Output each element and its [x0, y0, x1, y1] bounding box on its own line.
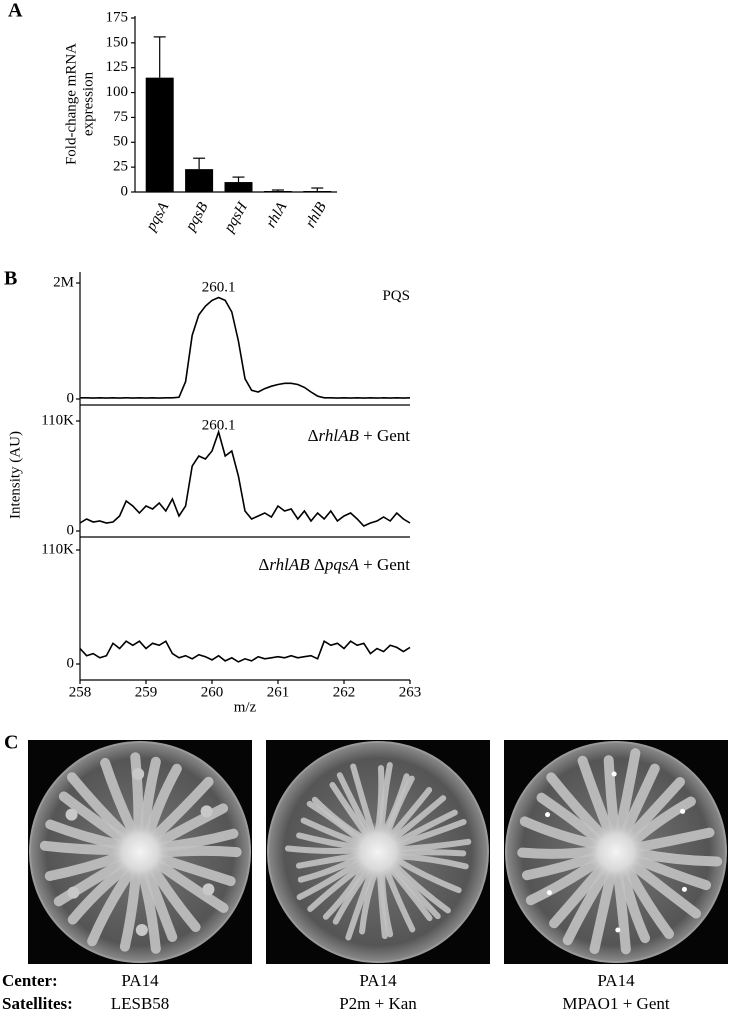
- y-tick-label: 100: [106, 84, 129, 100]
- center-strain: PA14: [359, 971, 397, 990]
- x-tick-label: rhlB: [303, 200, 330, 231]
- series-label: ΔrhlAB ΔpqsA + Gent: [258, 555, 410, 574]
- panel-label: B: [4, 268, 17, 290]
- satellite: [545, 812, 551, 818]
- y-tick-label: 0: [67, 390, 75, 406]
- row-label: Center:: [2, 971, 58, 990]
- series-label-part: rhlAB: [319, 426, 360, 445]
- panel-label: C: [4, 732, 18, 754]
- satellite: [67, 886, 80, 899]
- center-strain: PA14: [597, 971, 635, 990]
- satellite-strain: P2m + Kan: [339, 994, 417, 1013]
- x-tick-label: pqsA: [143, 199, 173, 235]
- y-tick-label: 110K: [41, 412, 74, 428]
- x-tick-label: rhlA: [263, 199, 290, 231]
- satellite-strain: LESB58: [111, 994, 170, 1013]
- y-tick-label: 0: [67, 522, 75, 538]
- line-series: [79, 429, 411, 527]
- satellite-strain: MPAO1 + Gent: [562, 994, 669, 1013]
- satellite: [65, 808, 78, 821]
- y-tick-label: 25: [113, 159, 128, 175]
- bar: [303, 191, 332, 192]
- x-tick-label: 262: [333, 684, 356, 700]
- bar: [145, 77, 174, 192]
- swarm-tendril: [154, 845, 242, 858]
- series-label-part: Δ: [258, 555, 269, 574]
- peak-label: 260.1: [202, 417, 236, 433]
- y-tick-label: 110K: [41, 541, 74, 557]
- y-tick-label: 175: [106, 9, 129, 25]
- bar: [185, 169, 214, 192]
- satellite: [546, 890, 552, 896]
- series-label-part: + Gent: [359, 426, 410, 445]
- swarm-tendril: [517, 845, 602, 859]
- satellite: [200, 805, 213, 818]
- series-label: ΔrhlAB + Gent: [308, 426, 411, 445]
- series-label-part: PQS: [382, 288, 410, 304]
- x-tick-label: 259: [135, 684, 158, 700]
- series-label: PQS: [382, 288, 410, 304]
- x-tick-label: pqsB: [182, 200, 211, 235]
- line-series: [80, 296, 411, 399]
- satellite: [615, 927, 621, 933]
- series-label-part: rhlAB: [269, 555, 310, 574]
- y-tick-label: 150: [106, 34, 129, 50]
- y-tick-label: 0: [121, 183, 129, 199]
- x-tick-label: 258: [69, 684, 92, 700]
- line-series: [79, 640, 411, 663]
- x-tick-label: pqsH: [221, 199, 252, 236]
- swarm-tendril: [284, 845, 362, 855]
- y-tick-label: 75: [113, 109, 128, 125]
- satellite: [680, 808, 686, 814]
- satellite: [132, 768, 145, 781]
- panel-label: A: [8, 0, 23, 22]
- series-label-part: Δ: [310, 555, 325, 574]
- bar: [224, 182, 253, 192]
- y-axis-label: Fold-change mRNA: [63, 43, 79, 165]
- x-axis-label: m/z: [234, 699, 257, 715]
- y-tick-label: 0: [67, 655, 75, 671]
- y-axis-label: Intensity (AU): [7, 431, 23, 519]
- satellite: [202, 883, 215, 896]
- satellite: [611, 771, 617, 777]
- y-axis-label: expression: [80, 71, 96, 136]
- center-colony: [348, 822, 408, 882]
- x-tick-label: 263: [399, 684, 422, 700]
- bar: [263, 191, 292, 192]
- series-label-part: + Gent: [359, 555, 410, 574]
- series-label-part: Δ: [308, 426, 319, 445]
- swarm-tendril: [603, 755, 620, 838]
- row-label: Satellites:: [2, 994, 73, 1013]
- peak-label: 260.1: [202, 279, 236, 295]
- x-tick-label: 261: [267, 684, 290, 700]
- x-tick-label: 260: [201, 684, 224, 700]
- y-tick-label: 50: [113, 134, 128, 150]
- y-tick-label: 125: [106, 59, 129, 75]
- center-colony: [586, 822, 646, 882]
- center-strain: PA14: [121, 971, 159, 990]
- series-label-part: pqsA: [324, 555, 360, 574]
- satellite: [135, 923, 148, 936]
- center-colony: [110, 822, 170, 882]
- satellite: [681, 886, 687, 892]
- y-tick-label: 2M: [53, 274, 74, 290]
